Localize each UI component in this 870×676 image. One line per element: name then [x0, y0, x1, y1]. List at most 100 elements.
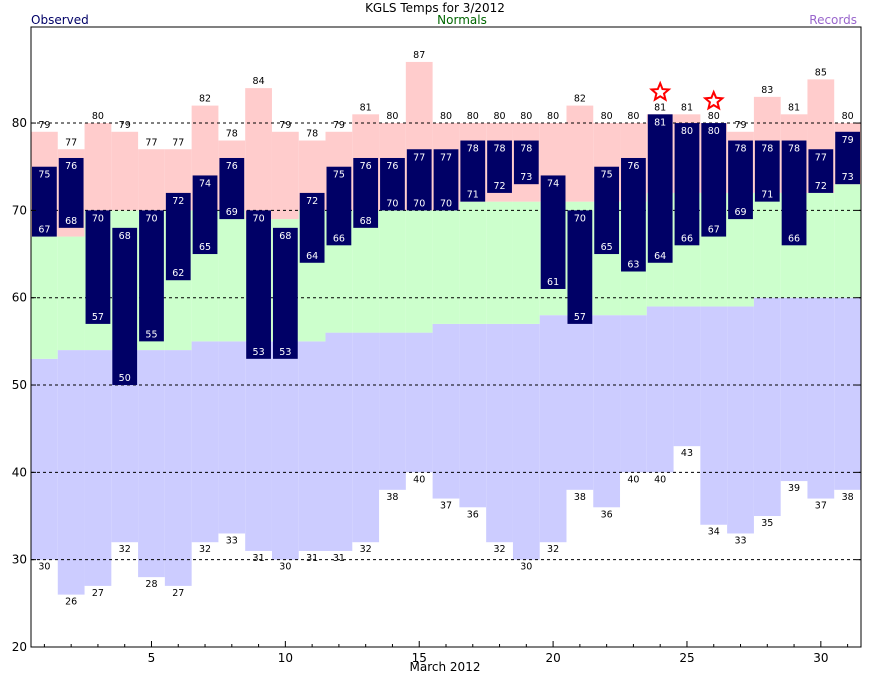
- observed-high-label: 70: [574, 213, 586, 224]
- observed-low-label: 65: [199, 242, 211, 253]
- observed-high-label: 70: [145, 213, 157, 224]
- observed-low-label: 72: [494, 181, 506, 192]
- x-tick-label: 15: [412, 651, 427, 665]
- record-high-label: 78: [226, 129, 238, 140]
- observed-bar: [674, 123, 700, 246]
- observed-high-label: 78: [467, 144, 479, 155]
- normal-band: [486, 201, 513, 324]
- x-tick-label: 25: [679, 651, 694, 665]
- record-high-band: [138, 149, 165, 211]
- record-low-label: 36: [601, 509, 613, 520]
- record-low-band: [84, 350, 112, 586]
- record-high-label: 78: [306, 129, 318, 140]
- observed-low-label: 67: [708, 225, 720, 236]
- record-low-label: 27: [172, 588, 184, 599]
- record-low-band: [352, 332, 380, 543]
- record-low-label: 36: [467, 509, 479, 520]
- observed-bar: [32, 166, 57, 237]
- observed-low-label: 70: [440, 198, 452, 209]
- record-high-label: 80: [627, 111, 639, 122]
- observed-high-label: 81: [654, 117, 666, 128]
- record-low-band: [191, 341, 219, 543]
- record-low-band: [271, 341, 299, 560]
- observed-low-label: 53: [253, 347, 265, 358]
- record-high-label: 77: [65, 137, 77, 148]
- record-low-band: [486, 323, 513, 543]
- record-high-label: 82: [199, 94, 211, 105]
- observed-bar: [58, 157, 84, 228]
- x-tick-label: 10: [278, 651, 293, 665]
- record-low-band: [218, 341, 246, 534]
- normal-band: [218, 210, 246, 342]
- y-tick-label: 40: [12, 465, 27, 479]
- record-high-label: 80: [520, 111, 532, 122]
- record-low-label: 40: [654, 474, 666, 485]
- record-low-label: 40: [627, 474, 639, 485]
- record-high-label: 81: [360, 102, 372, 113]
- observed-low-label: 66: [681, 233, 693, 244]
- record-low-label: 35: [761, 518, 773, 529]
- record-high-band: [111, 131, 139, 211]
- observed-bar: [85, 210, 111, 324]
- record-low-label: 37: [815, 501, 827, 512]
- record-stars: [649, 80, 725, 111]
- observed-low-label: 57: [574, 312, 586, 323]
- observed-low-label: 70: [413, 198, 425, 209]
- normal-band: [807, 192, 835, 298]
- record-low-label: 38: [386, 492, 398, 503]
- observed-high-label: 80: [681, 126, 693, 137]
- record-low-label: 32: [119, 544, 131, 555]
- observed-low-label: 50: [119, 373, 131, 384]
- observed-bar: [165, 192, 191, 281]
- observed-high-label: 78: [520, 144, 532, 155]
- observed-bar: [487, 140, 512, 193]
- record-low-label: 28: [145, 579, 157, 590]
- observed-bar: [594, 166, 620, 255]
- observed-low-label: 57: [92, 312, 104, 323]
- record-low-band: [31, 358, 58, 560]
- record-low-band: [834, 297, 861, 490]
- record-low-label: 37: [440, 501, 452, 512]
- record-low-label: 32: [199, 544, 211, 555]
- record-low-label: 40: [413, 474, 425, 485]
- observed-bar: [433, 149, 459, 211]
- record-high-label: 81: [788, 102, 800, 113]
- y-tick-label: 30: [12, 553, 27, 567]
- observed-low-label: 66: [788, 233, 800, 244]
- normal-band: [512, 201, 540, 324]
- observed-bars: [32, 114, 860, 386]
- observed-high-label: 76: [627, 161, 639, 172]
- record-low-band: [432, 323, 460, 499]
- observed-low-label: 62: [172, 268, 184, 279]
- record-high-band: [271, 131, 299, 220]
- record-high-label: 80: [842, 111, 854, 122]
- observed-low-label: 61: [547, 277, 559, 288]
- record-low-label: 39: [788, 483, 800, 494]
- record-high-label: 80: [440, 111, 452, 122]
- record-low-band: [164, 350, 192, 586]
- observed-bar: [754, 140, 780, 202]
- observed-high-label: 75: [333, 170, 345, 181]
- observed-bar: [701, 123, 727, 237]
- observed-high-label: 78: [494, 144, 506, 155]
- record-high-label: 87: [413, 50, 425, 61]
- observed-high-label: 77: [815, 152, 827, 163]
- record-low-band: [593, 315, 621, 508]
- x-tick-label: 20: [545, 651, 560, 665]
- legend-observed: Observed: [31, 13, 89, 27]
- normal-band: [352, 210, 380, 333]
- record-low-band: [245, 341, 272, 551]
- record-high-label: 79: [38, 120, 50, 131]
- normal-band: [405, 210, 433, 333]
- observed-high-label: 74: [199, 178, 211, 189]
- record-high-label: 77: [145, 137, 157, 148]
- observed-bar: [353, 157, 379, 228]
- record-high-label: 80: [494, 111, 506, 122]
- observed-bar: [540, 175, 566, 289]
- record-low-band: [325, 332, 353, 551]
- observed-bar: [272, 227, 298, 359]
- observed-bar: [513, 140, 539, 185]
- observed-low-label: 67: [38, 225, 50, 236]
- record-low-label: 38: [842, 492, 854, 503]
